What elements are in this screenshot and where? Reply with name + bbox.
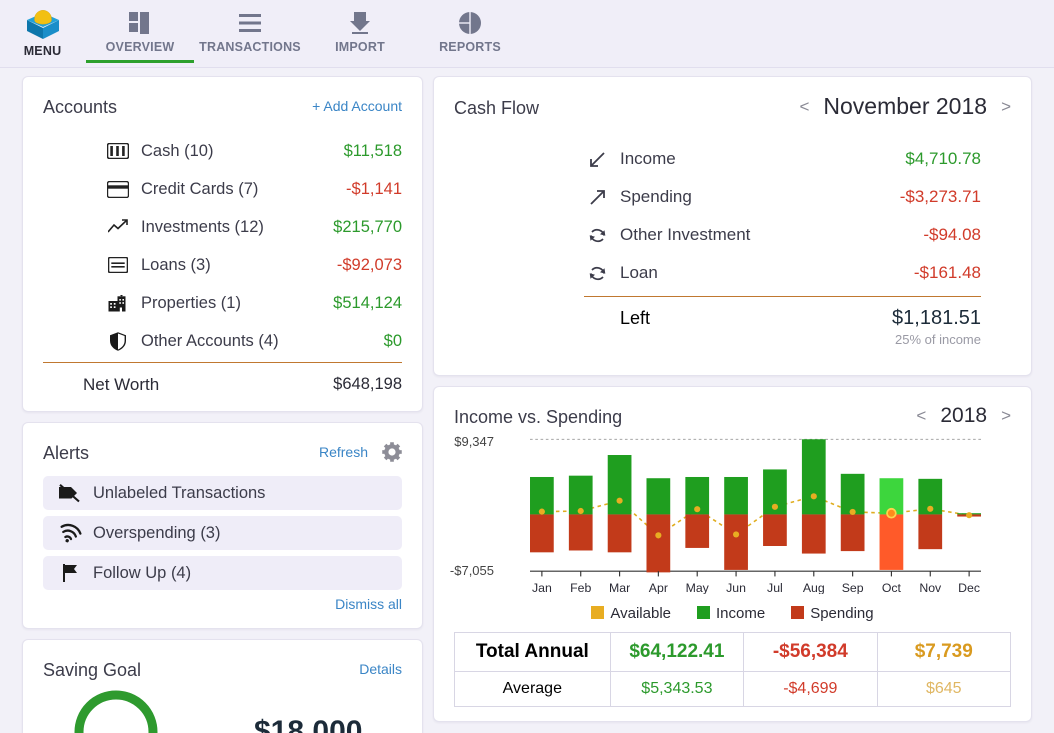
svg-text:Dec: Dec xyxy=(958,581,980,594)
svg-text:Oct: Oct xyxy=(882,581,902,594)
svg-text:Nov: Nov xyxy=(919,581,942,594)
svg-text:Feb: Feb xyxy=(570,581,591,594)
svg-text:May: May xyxy=(686,581,710,594)
svg-text:Sep: Sep xyxy=(842,581,864,594)
svg-text:Jul: Jul xyxy=(767,581,783,594)
svg-text:Jun: Jun xyxy=(726,581,746,594)
svg-text:Mar: Mar xyxy=(609,581,630,594)
svg-text:Jan: Jan xyxy=(532,581,552,594)
svg-text:Aug: Aug xyxy=(803,581,825,594)
svg-text:Apr: Apr xyxy=(649,581,668,594)
